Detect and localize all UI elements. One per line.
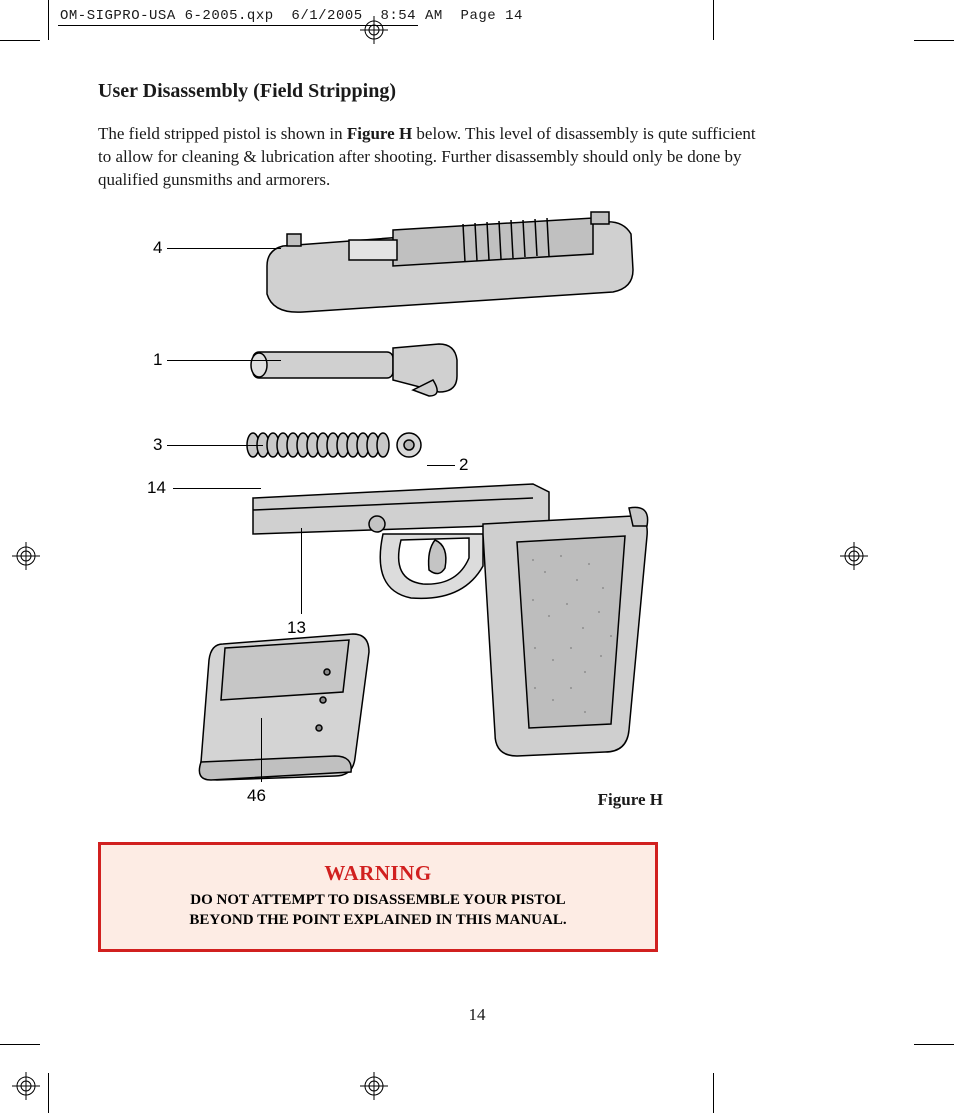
part-magazine — [193, 630, 413, 790]
body-paragraph: The field stripped pistol is shown in Fi… — [98, 123, 758, 192]
leader-14 — [173, 488, 261, 489]
leader-4 — [167, 248, 281, 249]
callout-14: 14 — [147, 478, 166, 498]
part-recoil-spring — [233, 420, 453, 470]
section-heading: User Disassembly (Field Stripping) — [98, 80, 758, 103]
callout-46: 46 — [247, 786, 266, 806]
leader-46 — [261, 718, 262, 782]
crop-mark — [48, 0, 49, 40]
crop-mark — [48, 1073, 49, 1113]
leader-13 — [301, 528, 302, 614]
warning-title: WARNING — [121, 861, 635, 886]
page: OM-SIGPRO-USA 6-2005.qxp 6/1/2005 8:54 A… — [0, 0, 954, 1113]
figure-h: 4 1 3 14 2 13 46 Figure H — [133, 210, 753, 820]
registration-mark-icon — [12, 1072, 40, 1100]
registration-mark-icon — [12, 542, 40, 570]
leader-1 — [167, 360, 281, 361]
callout-3: 3 — [153, 435, 162, 455]
leader-3 — [167, 445, 263, 446]
part-barrel — [243, 330, 473, 400]
leader-2 — [427, 465, 455, 466]
crop-mark — [914, 40, 954, 41]
crop-mark — [713, 1073, 714, 1113]
figure-caption: Figure H — [598, 790, 663, 810]
crop-mark — [914, 1044, 954, 1045]
callout-4: 4 — [153, 238, 162, 258]
print-slug: OM-SIGPRO-USA 6-2005.qxp 6/1/2005 8:54 A… — [60, 8, 523, 24]
crop-mark — [713, 0, 714, 40]
warning-line-1: DO NOT ATTEMPT TO DISASSEMBLE YOUR PISTO… — [190, 892, 565, 908]
callout-13: 13 — [287, 618, 306, 638]
content-block: User Disassembly (Field Stripping) The f… — [98, 80, 758, 820]
crop-mark — [0, 40, 40, 41]
registration-mark-icon — [360, 16, 388, 44]
page-number: 14 — [469, 1005, 486, 1025]
callout-1: 1 — [153, 350, 162, 370]
warning-body: DO NOT ATTEMPT TO DISASSEMBLE YOUR PISTO… — [121, 890, 635, 931]
warning-line-2: BEYOND THE POINT EXPLAINED IN THIS MANUA… — [189, 912, 566, 928]
warning-box: WARNING DO NOT ATTEMPT TO DISASSEMBLE YO… — [98, 842, 658, 952]
crop-mark — [0, 1044, 40, 1045]
registration-mark-icon — [840, 542, 868, 570]
part-slide — [253, 210, 653, 320]
registration-mark-icon — [360, 1072, 388, 1100]
para-pre: The field stripped pistol is shown in — [98, 124, 347, 143]
callout-2: 2 — [459, 455, 468, 475]
para-bold: Figure H — [347, 124, 412, 143]
